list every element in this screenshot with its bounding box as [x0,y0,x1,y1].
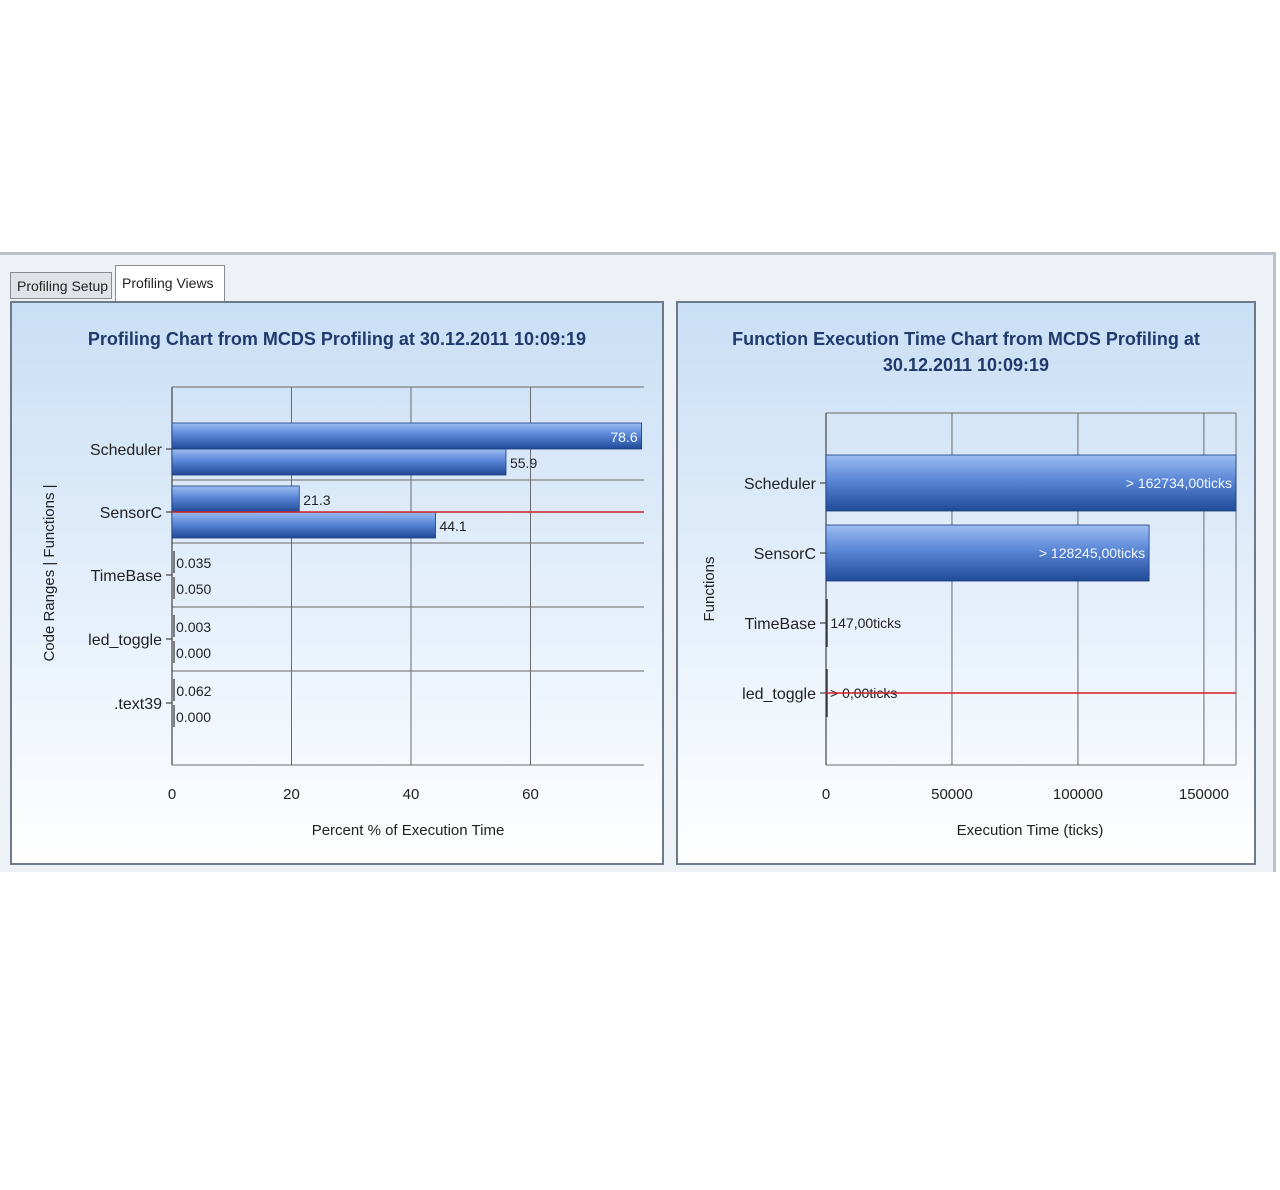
x-tick-label: 40 [403,786,420,803]
data-label: 0.050 [176,581,211,597]
tab-profiling-setup[interactable]: Profiling Setup [10,272,112,299]
x-tick-label: 50000 [931,786,973,803]
category-label: SensorC [100,505,162,522]
y-axis-label: Functions [701,556,718,621]
category-label: Scheduler [744,476,817,493]
data-label: 0.000 [176,709,211,725]
y-axis-label: Code Ranges | Functions | [41,484,58,661]
category-label: led_toggle [88,632,162,649]
x-tick-label: 150000 [1179,786,1229,803]
data-label: 44.1 [439,518,466,534]
x-tick-label: 20 [283,786,300,803]
bar [171,485,300,513]
data-label: 0.035 [176,555,211,571]
x-tick-label: 100000 [1053,786,1103,803]
profiling-chart-panel: Profiling Chart from MCDS Profiling at 3… [10,301,664,865]
profiling-percent-chart: Profiling Chart from MCDS Profiling at 3… [41,329,644,839]
bar [825,454,1237,512]
x-tick-label: 60 [522,786,539,803]
x-axis-label: Execution Time (ticks) [957,822,1104,839]
x-tick-label: 0 [822,786,830,803]
category-label: TimeBase [745,616,817,633]
tab-profiling-views[interactable]: Profiling Views [115,265,225,301]
execution-time-chart-panel: Function Execution Time Chart from MCDS … [676,301,1256,865]
chart-title: Function Execution Time Chart from MCDS … [732,329,1200,349]
x-axis-label: Percent % of Execution Time [312,822,505,839]
data-label: 0.062 [176,683,211,699]
data-label: 0.003 [176,619,211,635]
bar [171,422,643,450]
data-label: 0.000 [176,645,211,661]
chart-title-line-2: 30.12.2011 10:09:19 [883,355,1049,375]
execution-time-chart: Function Execution Time Chart from MCDS … [701,329,1237,839]
category-label: led_toggle [742,686,816,703]
category-label: Scheduler [90,442,163,459]
category-label: SensorC [754,546,816,563]
data-label: > 128245,00ticks [1039,545,1145,561]
data-label: 78.6 [610,429,637,445]
data-label: 55.9 [510,455,537,471]
chart-title: Profiling Chart from MCDS Profiling at 3… [88,329,586,349]
bar [171,448,507,476]
bar [171,511,436,539]
category-label: TimeBase [91,568,163,585]
bar [825,524,1150,582]
data-label: 21.3 [303,492,330,508]
data-label: 147,00ticks [830,615,901,631]
category-label: .text39 [114,696,162,713]
profiling-window: Profiling Setup Profiling Views Profilin… [0,252,1276,872]
data-label: > 162734,00ticks [1126,475,1232,491]
x-tick-label: 0 [168,786,176,803]
